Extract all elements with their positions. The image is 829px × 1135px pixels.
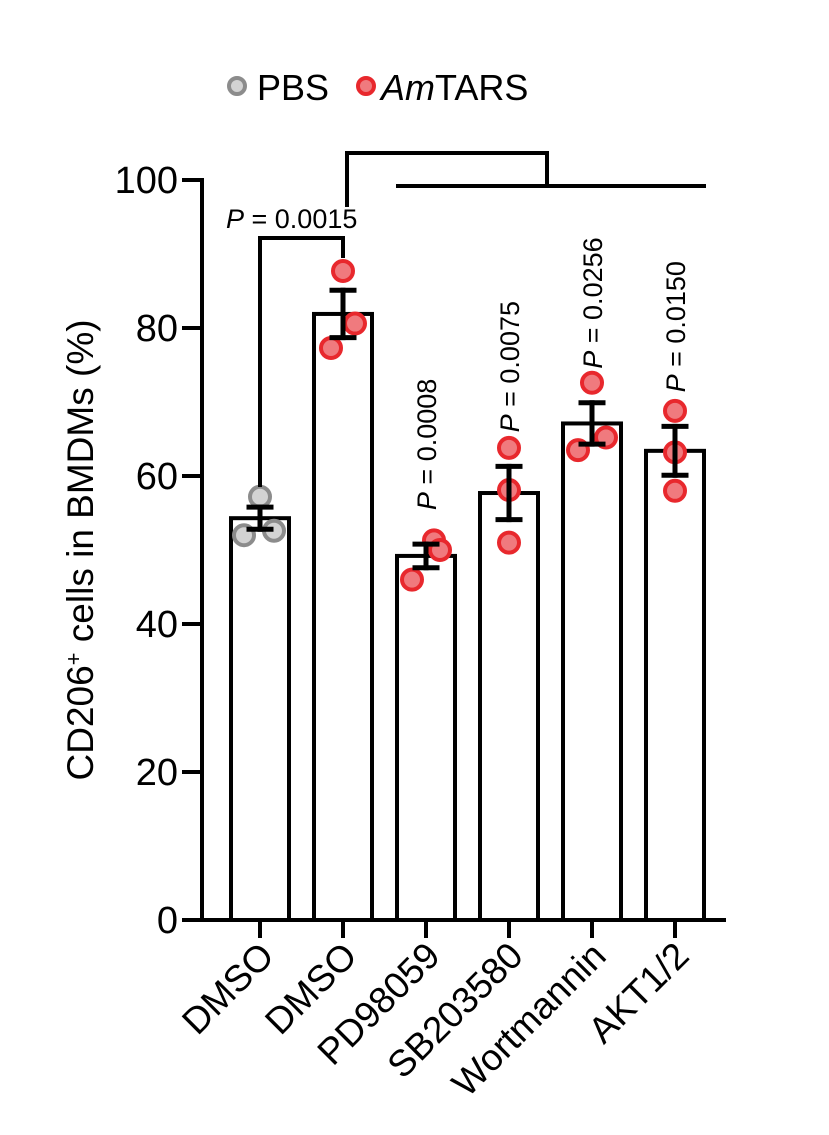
data-point-2-3 bbox=[343, 311, 367, 336]
bar-2 bbox=[312, 311, 374, 922]
y-axis-label: CD206+ cells in BMDMs (%) bbox=[60, 319, 101, 780]
data-point-2-1 bbox=[331, 259, 355, 284]
data-point-4-2 bbox=[497, 530, 521, 555]
y-tick-label-0: 0 bbox=[157, 900, 178, 942]
data-point-6-1 bbox=[663, 398, 687, 423]
p-value-2: P = 0.0008 bbox=[412, 379, 442, 510]
data-point-3-2 bbox=[400, 567, 424, 592]
y-tick-label-40: 40 bbox=[136, 604, 178, 646]
data-point-6-3 bbox=[663, 478, 687, 503]
legend-label-amtars: AmTARS bbox=[379, 67, 528, 108]
legend-marker-amtars bbox=[356, 76, 376, 96]
data-point-2-2 bbox=[319, 335, 343, 360]
data-point-1-1 bbox=[248, 484, 272, 509]
y-tick-label-100: 100 bbox=[115, 160, 178, 202]
bar-3 bbox=[395, 553, 457, 922]
legend-marker-pbs bbox=[227, 76, 247, 96]
y-tick-label-20: 20 bbox=[136, 752, 178, 794]
data-point-5-1 bbox=[580, 370, 604, 395]
data-point-4-1 bbox=[497, 435, 521, 460]
y-tick-label-80: 80 bbox=[136, 308, 178, 350]
bar-1 bbox=[229, 516, 291, 922]
bar-4 bbox=[478, 491, 540, 922]
y-tick-label-60: 60 bbox=[136, 456, 178, 498]
bar-5 bbox=[561, 421, 623, 922]
p-value-1: P = 0.0015 bbox=[226, 204, 357, 234]
p-value-4: P = 0.0256 bbox=[578, 237, 608, 368]
legend-label-pbs: PBS bbox=[257, 67, 329, 108]
bar-6 bbox=[644, 448, 706, 922]
p-value-5: P = 0.0150 bbox=[661, 261, 691, 392]
p-value-3: P = 0.0075 bbox=[495, 301, 525, 432]
x-tick-label-1: DMSO bbox=[174, 935, 281, 1042]
